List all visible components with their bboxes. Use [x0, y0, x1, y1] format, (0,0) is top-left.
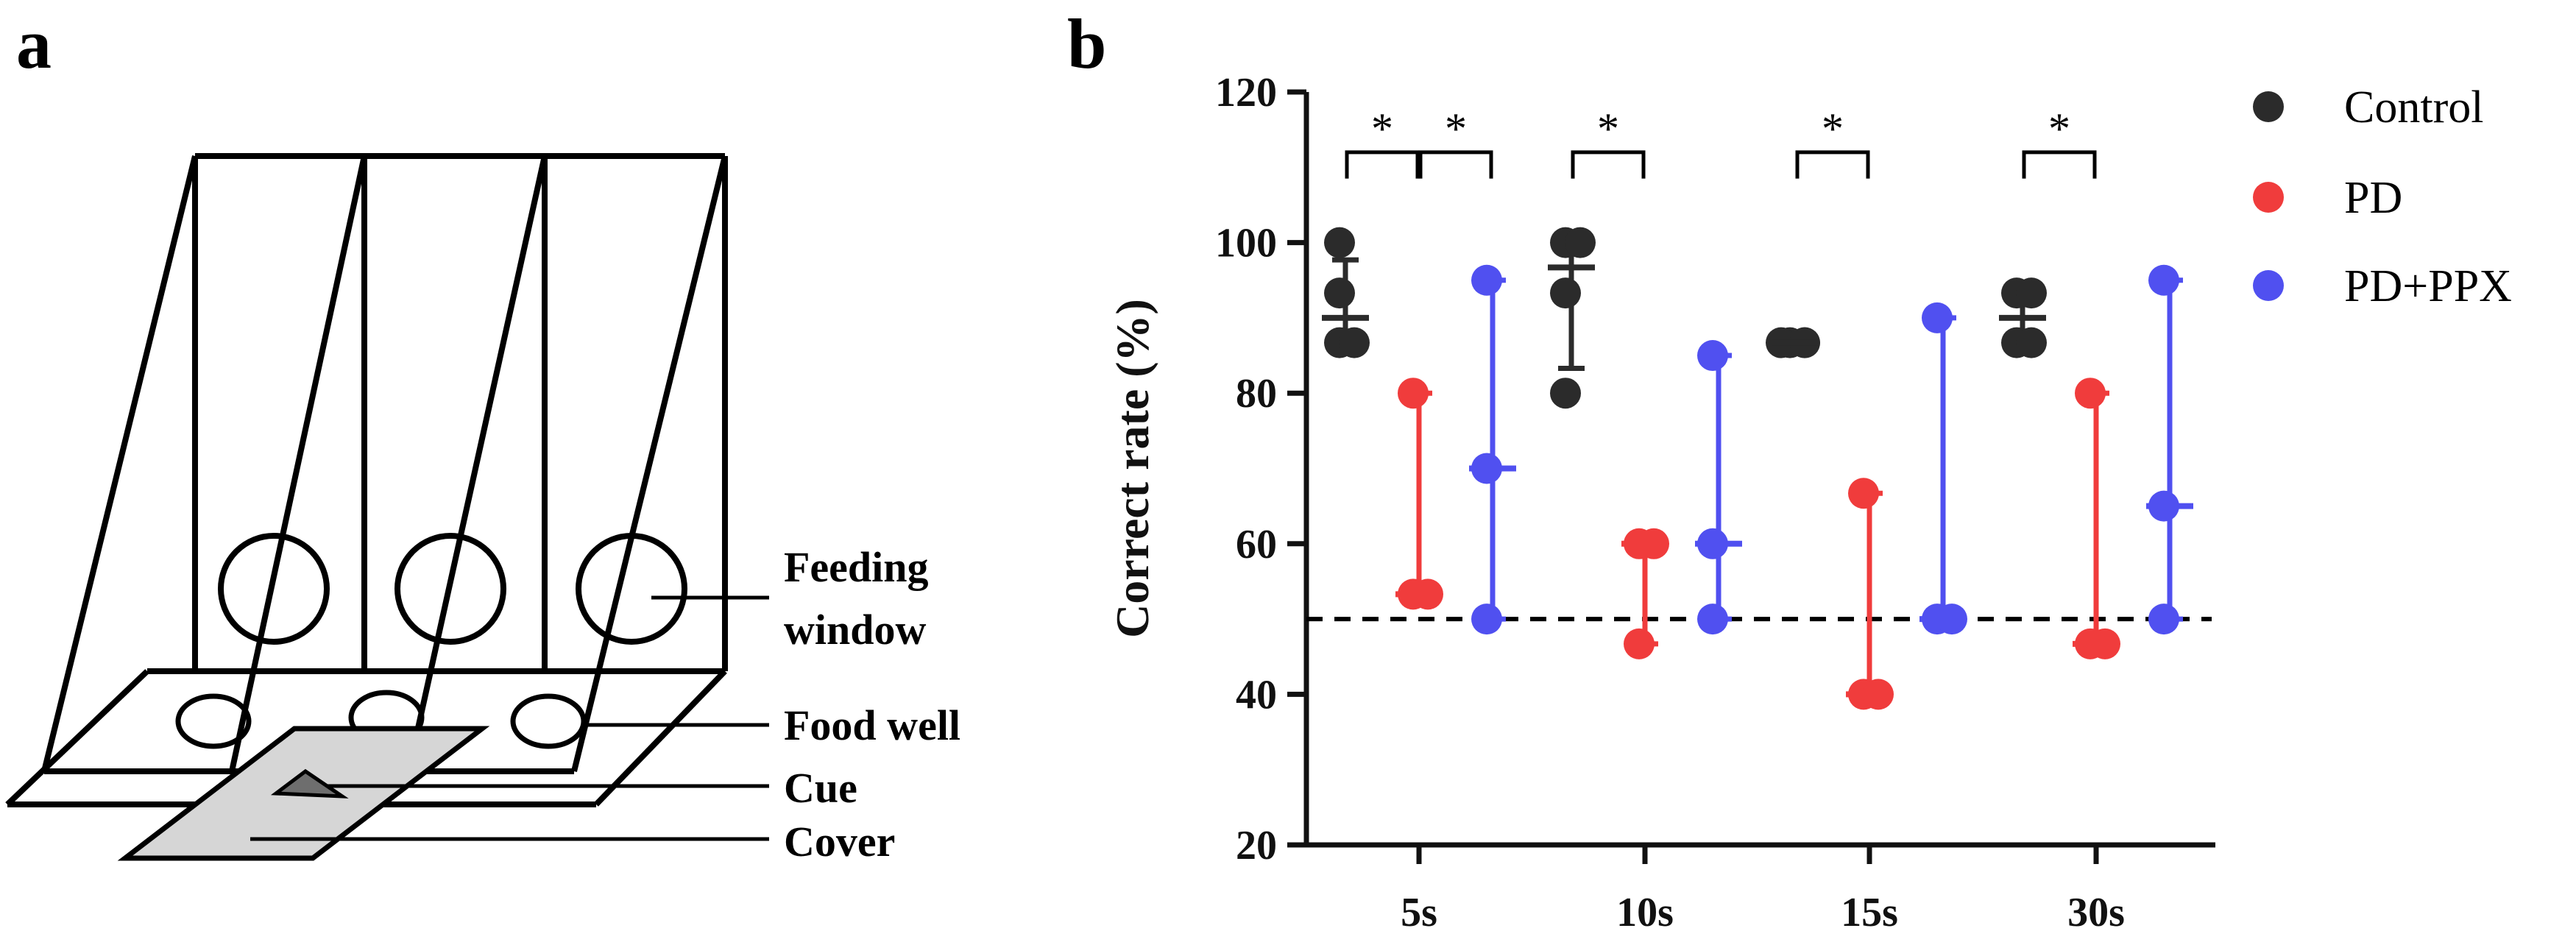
significance-star: *: [1597, 105, 1619, 153]
panel-b-label: b: [1067, 4, 1106, 83]
significance-star: *: [2048, 105, 2070, 153]
y-tick-label: 20: [1236, 823, 1277, 868]
data-point: [1324, 227, 1355, 258]
y-tick-label: 60: [1236, 522, 1277, 567]
feeding-window-middle: [394, 533, 506, 645]
feeding-window-right: [576, 533, 687, 645]
data-point: [1339, 327, 1370, 358]
food-well-label: Food well: [784, 701, 960, 749]
data-point: [1848, 478, 1879, 509]
significance-star: *: [1822, 105, 1844, 153]
y-tick-label: 80: [1236, 371, 1277, 417]
legend-marker-control: [2253, 91, 2284, 122]
data-point: [1471, 264, 1502, 296]
legend-marker-pd-ppx: [2253, 270, 2284, 301]
x-tick-label: 10s: [1616, 890, 1674, 935]
panel-a-label: a: [16, 4, 52, 83]
x-tick-label: 5s: [1401, 890, 1437, 935]
significance-bracket: [1571, 150, 1646, 179]
food-well-right: [510, 693, 587, 749]
significance-star: *: [1371, 105, 1393, 153]
panel-a-diagram: a: [5, 4, 960, 866]
legend-marker-pd: [2253, 182, 2284, 213]
apparatus-drawing: [5, 153, 728, 807]
data-point: [1471, 604, 1502, 635]
data-point: [1697, 340, 1728, 372]
significance-bracket: [1795, 150, 1870, 179]
data-point: [2148, 264, 2179, 296]
data-point: [1565, 227, 1596, 258]
feeding-window-label-line2: window: [784, 606, 927, 654]
y-axis-title: Correct rate (%): [1106, 299, 1158, 638]
legend-label: PD+PPX: [2344, 261, 2512, 311]
x-tick-label: 15s: [1841, 890, 1898, 935]
data-point: [2075, 378, 2106, 409]
legend-label: Control: [2344, 82, 2483, 132]
data-point: [2016, 327, 2047, 358]
data-point: [1922, 302, 1953, 333]
cue-triangle: [270, 768, 349, 799]
leader-lines: [250, 595, 769, 841]
feeding-window-left: [218, 533, 330, 645]
significance-bracket: [2022, 150, 2097, 179]
data-point: [2016, 277, 2047, 309]
x-tick-label: 30s: [2067, 890, 2125, 935]
cue-label: Cue: [784, 764, 857, 812]
y-tick-label: 40: [1236, 672, 1277, 718]
data-point: [1550, 378, 1581, 409]
legend-label: PD: [2344, 173, 2402, 223]
data-point: [2148, 604, 2179, 635]
data-point: [1324, 277, 1355, 309]
significance-star: *: [1445, 105, 1467, 153]
data-point: [1624, 628, 1655, 659]
feeding-window-label-line1: Feeding: [784, 543, 929, 591]
data-point: [1398, 378, 1429, 409]
significance-bracket: [1345, 150, 1420, 179]
y-tick-label: 100: [1215, 221, 1277, 266]
panel-b-chart: b 20 40 60 80 100 120 Correct rate (%) 5s 10s 15s…: [1067, 4, 2512, 935]
data-point: [1550, 277, 1581, 309]
chart-plot-area: 20 40 60 80 100 120 Correct rate (%) 5s 10s 15s 30…: [1106, 70, 2512, 935]
y-tick-label: 120: [1215, 70, 1277, 116]
cover-label: Cover: [784, 818, 895, 866]
significance-bracket: [1418, 150, 1493, 179]
data-point: [1697, 604, 1728, 635]
food-well-left: [175, 693, 252, 749]
